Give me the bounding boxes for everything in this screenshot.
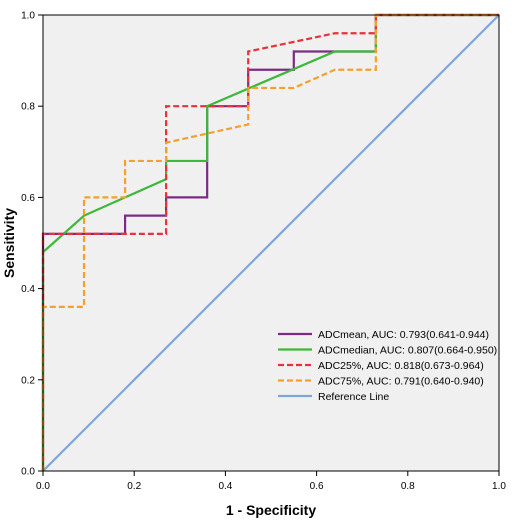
y-tick-label: 0.2 — [21, 375, 35, 386]
x-tick-label: 0.8 — [401, 481, 415, 492]
series-layer — [41, 13, 500, 472]
y-axis-label: Sensitivity — [1, 208, 17, 278]
y-tick-label: 1.0 — [21, 11, 35, 22]
x-tick-label: 0.6 — [310, 481, 324, 492]
x-tick-label: 0.2 — [127, 481, 141, 492]
x-tick-label: 0.4 — [218, 481, 232, 492]
legend-label: ADCmean, AUC: 0.793(0.641-0.944) — [318, 329, 489, 341]
legend: ADCmean, AUC: 0.793(0.641-0.944) ADCmedia… — [278, 329, 497, 403]
plot-frame — [42, 14, 500, 472]
legend-label: ADCmedian, AUC: 0.807(0.664-0.950) — [318, 344, 497, 356]
y-tick-label: 0.6 — [21, 193, 35, 204]
legend-label: ADC25%, AUC: 0.818(0.673-0.964) — [318, 360, 484, 372]
y-tick-label: 0.0 — [21, 467, 35, 478]
series-line-4 — [42, 14, 500, 472]
x-axis-label: 1 - Specificity — [226, 502, 316, 518]
x-tick-label: 1.0 — [492, 481, 506, 492]
y-axis-ticks: 0.0 0.2 0.4 0.6 0.8 1.0 — [21, 11, 43, 478]
legend-label: Reference Line — [318, 391, 389, 403]
series-line-2 — [41, 13, 499, 471]
series-line-3 — [41, 13, 499, 471]
y-tick-label: 0.4 — [21, 284, 35, 295]
x-tick-label: 0.0 — [36, 481, 50, 492]
legend-label: ADC75%, AUC: 0.791(0.640-0.940) — [318, 375, 484, 387]
y-tick-label: 0.8 — [21, 102, 35, 113]
x-axis-ticks: 0.0 0.2 0.4 0.6 0.8 1.0 — [36, 471, 506, 492]
